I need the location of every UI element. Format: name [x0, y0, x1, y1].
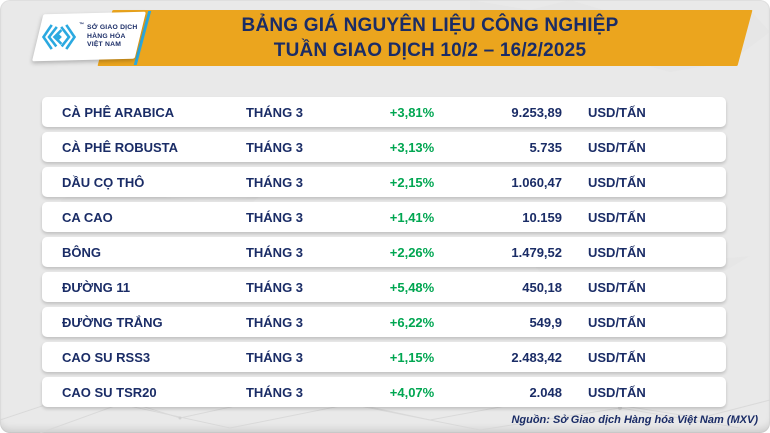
- commodity-name: CÀ PHÊ ROBUSTA: [62, 139, 179, 155]
- weekly-change-percent: +6,22%: [389, 314, 435, 330]
- commodity-name: CÀ PHÊ ARABICA: [62, 104, 175, 120]
- contract-month: THÁNG 3: [245, 349, 304, 365]
- contract-month: THÁNG 3: [245, 314, 304, 330]
- trademark-symbol: ™: [79, 22, 84, 28]
- price-unit: USD/TẤN: [588, 384, 646, 400]
- logo-org-line-2: HÀNG HÓA: [87, 32, 126, 40]
- weekly-change-percent: +1,15%: [389, 349, 435, 365]
- contract-month: THÁNG 3: [245, 174, 304, 190]
- mxv-logo-icon: [42, 24, 76, 50]
- contract-month: THÁNG 3: [245, 244, 304, 260]
- logo-org-name: SỞ GIAO DỊCH HÀNG HÓA VIỆT NAM: [87, 24, 138, 50]
- table-row: ĐƯỜNG TRẮNG THÁNG 3 +6,22% 549,9 USD/TẤN: [42, 307, 726, 337]
- price-unit: USD/TẤN: [588, 104, 646, 120]
- weekly-change-percent: +3,81%: [389, 104, 435, 120]
- commodity-name: ĐƯỜNG TRẮNG: [62, 314, 163, 330]
- price-value: 450,18: [522, 279, 562, 295]
- table-row: ĐƯỜNG 11 THÁNG 3 +5,48% 450,18 USD/TẤN: [42, 272, 726, 302]
- weekly-change-percent: +2,26%: [389, 244, 435, 260]
- price-value: 5.735: [529, 139, 562, 155]
- price-unit: USD/TẤN: [588, 349, 646, 365]
- price-value: 1.479,52: [511, 244, 562, 260]
- price-value: 9.253,89: [511, 104, 562, 120]
- price-value: 2.048: [529, 384, 562, 400]
- commodity-name: ĐƯỜNG 11: [62, 279, 131, 295]
- table-row: CA CAO THÁNG 3 +1,41% 10.159 USD/TẤN: [42, 202, 726, 232]
- contract-month: THÁNG 3: [245, 384, 304, 400]
- title-line-2: TUẦN GIAO DỊCH 10/2 – 16/2/2025: [273, 40, 587, 61]
- commodity-name: BÔNG: [62, 244, 101, 260]
- table-row: DẦU CỌ THÔ THÁNG 3 +2,15% 1.060,47 USD/TẤN: [42, 167, 726, 197]
- price-value: 549,9: [529, 314, 562, 330]
- weekly-change-percent: +1,41%: [389, 209, 435, 225]
- table-row: CÀ PHÊ ARABICA THÁNG 3 +3,81% 9.253,89 USD/T…: [42, 97, 726, 127]
- mxv-logo: ™ SỞ GIAO DỊCH HÀNG HÓA VIỆT NAM: [42, 18, 142, 56]
- page-title: BẢNG GIÁ NGUYÊN LIỆU CÔNG NGHIỆP TUẦN GI…: [150, 11, 710, 65]
- title-line-1: BẢNG GIÁ NGUYÊN LIỆU CÔNG NGHIỆP: [241, 15, 619, 36]
- price-unit: USD/TẤN: [588, 279, 646, 295]
- source-note: Nguồn: Sở Giao dịch Hàng hóa Việt Nam (M…: [511, 414, 758, 426]
- table-row: CÀ PHÊ ROBUSTA THÁNG 3 +3,13% 5.735 USD/TẤN: [42, 132, 726, 162]
- logo-org-line-3: VIỆT NAM: [87, 41, 122, 49]
- commodity-name: CAO SU TSR20: [62, 384, 157, 400]
- weekly-change-percent: +5,48%: [389, 279, 435, 295]
- contract-month: THÁNG 3: [245, 279, 304, 295]
- contract-month: THÁNG 3: [245, 104, 304, 120]
- price-unit: USD/TẤN: [588, 314, 646, 330]
- price-unit: USD/TẤN: [588, 209, 646, 225]
- contract-month: THÁNG 3: [245, 139, 304, 155]
- price-unit: USD/TẤN: [588, 139, 646, 155]
- logo-org-line-1: SỞ GIAO DỊCH: [87, 24, 138, 32]
- weekly-change-percent: +4,07%: [389, 384, 435, 400]
- price-value: 10.159: [522, 209, 562, 225]
- table-row: BÔNG THÁNG 3 +2,26% 1.479,52 USD/TẤN: [42, 237, 726, 267]
- price-table: CÀ PHÊ ARABICA THÁNG 3 +3,81% 9.253,89 USD/T…: [42, 97, 726, 412]
- commodity-name: CA CAO: [62, 209, 113, 225]
- price-unit: USD/TẤN: [588, 174, 646, 190]
- weekly-change-percent: +3,13%: [389, 139, 435, 155]
- price-value: 1.060,47: [511, 174, 562, 190]
- price-value: 2.483,42: [511, 349, 562, 365]
- contract-month: THÁNG 3: [245, 209, 304, 225]
- table-row: CAO SU RSS3 THÁNG 3 +1,15% 2.483,42 USD/TẤN: [42, 342, 726, 372]
- weekly-change-percent: +2,15%: [389, 174, 435, 190]
- table-row: CAO SU TSR20 THÁNG 3 +4,07% 2.048 USD/TẤN: [42, 377, 726, 407]
- commodity-name: CAO SU RSS3: [62, 349, 151, 365]
- price-unit: USD/TẤN: [588, 244, 646, 260]
- commodity-name: DẦU CỌ THÔ: [62, 174, 145, 190]
